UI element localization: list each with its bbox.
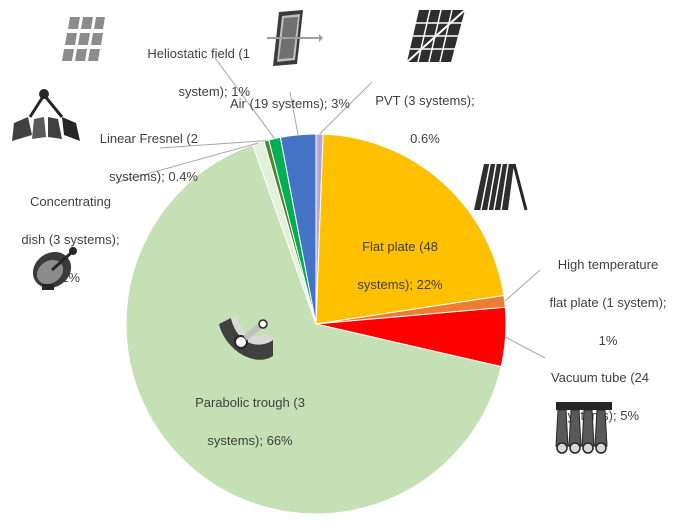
vacuum-tube-collector-icon [555,402,612,454]
label-flat-plate: Flat plate (48 systems); 22% [357,239,443,292]
leader-line-air-19-systems [289,91,299,135]
parabolic-trough-icon [219,316,273,360]
pvt-panel-icon [406,9,466,63]
leader-line-linear-fresnel-2-systems [159,140,267,149]
pie-slice-flat-plate-48-systems [315,133,505,325]
concentrating-dish-icon [32,247,77,290]
leader-lines [117,57,546,359]
label-parabolic-trough: Parabolic trough (3 systems); 66% [195,395,305,448]
pie-slices [125,133,507,515]
linear-fresnel-icon [12,89,80,141]
heliostat-field-icon [62,17,105,61]
leader-line-pvt-3-systems [319,81,373,135]
label-air: Air (19 systems); 3% [230,96,350,111]
leader-line-high-temperature-flat-plate-1-system [504,269,541,302]
leader-line-vacuum-tube-24-systems [505,336,546,359]
label-high-temp-flat-plate: High temperature flat plate (1 system); … [549,257,667,348]
leader-line-concentrating-dish-3-systems [117,142,259,183]
air-collector-icon [267,10,323,66]
label-linear-fresnel: Linear Fresnel (2 systems); 0.4% [99,131,198,184]
pie-slice-parabolic-trough-3-systems [125,144,502,515]
label-heliostatic-field: Heliostatic field (1 system); 1% [147,46,250,99]
flat-plate-collector-icon [474,163,528,211]
label-pvt: PVT (3 systems); 0.6% [375,93,475,146]
leader-line-heliostatic-field-1-system [214,57,275,139]
label-concentrating-dish: Concentrating dish (3 systems); 1% [21,194,120,285]
